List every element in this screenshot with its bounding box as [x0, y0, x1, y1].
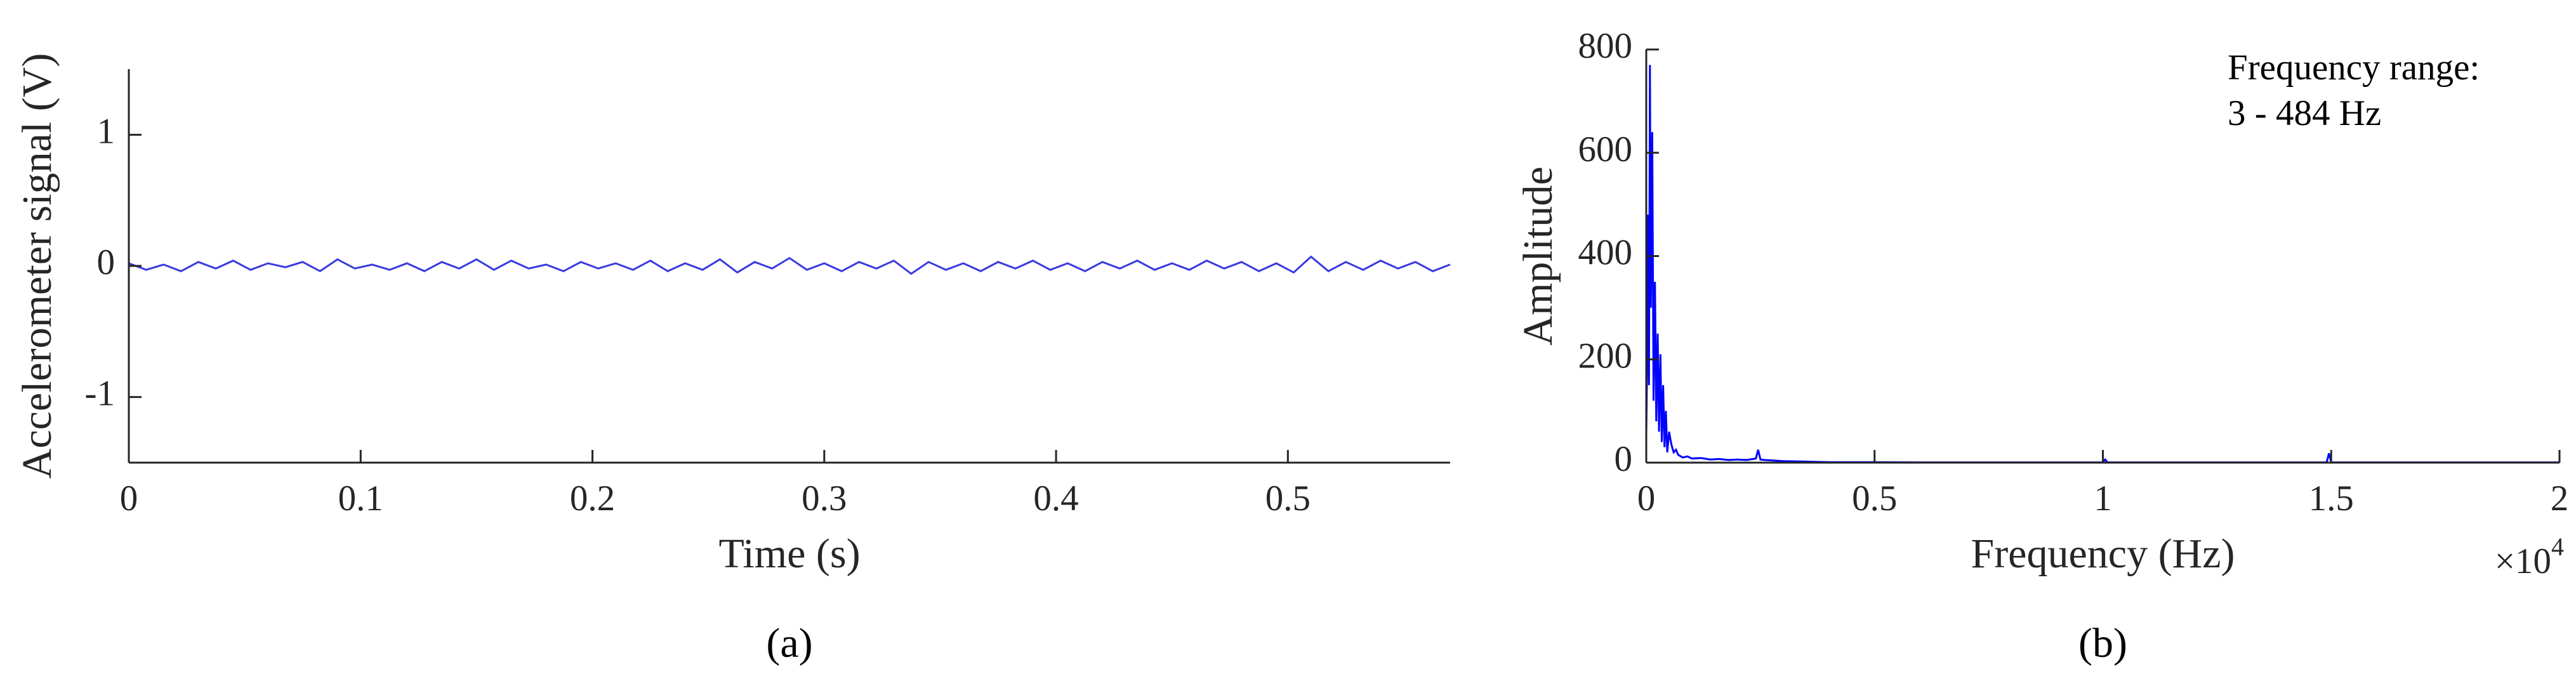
x-tick-label: 0.2 [570, 478, 615, 518]
y-tick-label: 600 [1578, 129, 1633, 169]
y-tick-label: -1 [85, 374, 115, 414]
annotation: 3 - 484 Hz [2228, 93, 2381, 133]
annotation: Frequency range: [2228, 48, 2480, 88]
x-tick-label: 0.5 [1852, 478, 1897, 518]
y-tick-label: 800 [1578, 26, 1633, 66]
x-multiplier-exp: 4 [2551, 532, 2564, 561]
x-multiplier-base: ×10 [2495, 541, 2551, 581]
x-tick-label: 0.1 [338, 478, 383, 518]
subplot-label: (a) [766, 620, 812, 666]
x-multiplier: ×104 [2495, 532, 2564, 581]
x-tick-label: 0.4 [1033, 478, 1078, 518]
x-tick-label: 2 [2551, 478, 2569, 518]
x-tick-label: 1.5 [2309, 478, 2354, 518]
x-axis-title: Time (s) [718, 531, 860, 577]
signal-line [1645, 65, 2559, 464]
y-axis-title: Amplitude [1515, 166, 1561, 345]
x-tick-label: 1 [2094, 478, 2112, 518]
x-tick-label: 0 [120, 478, 138, 518]
x-tick-label: 0.3 [802, 478, 847, 518]
y-tick-label: 0 [97, 242, 116, 282]
y-axis-title: Accelerometer signal (V) [14, 53, 60, 479]
signal-line [128, 255, 1451, 275]
y-tick-label: 200 [1578, 336, 1633, 376]
x-axis-title: Frequency (Hz) [1971, 531, 2235, 577]
x-tick-label: 0 [1637, 478, 1656, 518]
y-tick-label: 400 [1578, 233, 1633, 273]
y-tick-label: 0 [1615, 439, 1633, 479]
subplot-label: (b) [2078, 620, 2127, 666]
x-tick-label: 0.5 [1265, 478, 1311, 518]
y-tick-label: 1 [97, 111, 116, 151]
